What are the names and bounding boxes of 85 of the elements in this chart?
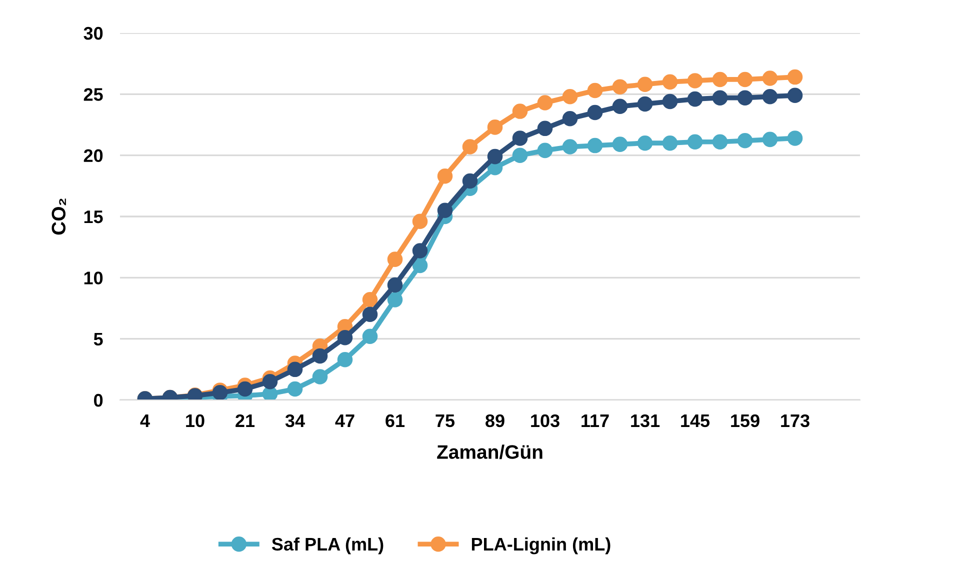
point xyxy=(412,258,428,274)
point xyxy=(337,352,353,368)
y-tick-label: 15 xyxy=(84,210,103,224)
point xyxy=(587,104,603,120)
point xyxy=(587,138,603,154)
point xyxy=(612,136,628,152)
x-tick-label: 4 xyxy=(140,414,150,427)
point xyxy=(737,90,753,106)
point xyxy=(737,72,753,88)
x-tick-label: 145 xyxy=(681,414,710,428)
x-tick-label: 131 xyxy=(631,414,660,428)
point xyxy=(337,330,353,346)
point xyxy=(762,70,778,86)
point xyxy=(462,173,478,189)
point xyxy=(687,134,703,150)
point xyxy=(387,252,403,267)
point xyxy=(237,381,253,397)
x-tick-label: 159 xyxy=(731,414,760,428)
y-tick-label: 5 xyxy=(94,332,103,346)
point xyxy=(787,130,803,146)
point xyxy=(387,292,403,308)
x-tick-label: 47 xyxy=(335,414,354,427)
point xyxy=(487,120,503,135)
point xyxy=(637,96,653,112)
x-tick-label: 10 xyxy=(186,414,204,428)
point xyxy=(387,277,403,293)
point xyxy=(487,148,503,164)
point xyxy=(512,148,528,163)
point xyxy=(787,69,803,85)
point xyxy=(312,369,328,384)
point xyxy=(362,328,378,344)
point xyxy=(662,135,678,151)
y-tick-label: 20 xyxy=(84,149,103,162)
point xyxy=(437,202,453,218)
point xyxy=(787,88,803,104)
point xyxy=(712,72,728,88)
point xyxy=(737,133,753,148)
point xyxy=(687,91,703,107)
x-tick-label: 75 xyxy=(436,414,455,428)
point xyxy=(512,104,528,119)
point xyxy=(612,98,628,114)
point xyxy=(262,374,278,390)
point xyxy=(537,142,553,158)
point xyxy=(662,94,678,110)
point xyxy=(712,134,728,150)
y-tick-label: 10 xyxy=(84,272,103,284)
point xyxy=(412,243,428,258)
y-tick-label: 30 xyxy=(84,26,103,40)
point xyxy=(512,130,528,146)
point xyxy=(637,135,653,151)
point xyxy=(362,306,378,322)
legend-label: Saf PLA (mL) xyxy=(272,537,384,554)
point xyxy=(462,139,478,154)
point xyxy=(537,120,553,136)
point xyxy=(687,73,703,88)
point xyxy=(362,292,378,308)
point xyxy=(437,168,453,184)
point xyxy=(412,214,428,230)
point xyxy=(587,82,603,98)
x-tick-label: 117 xyxy=(582,414,609,427)
x-tick-label: 21 xyxy=(236,414,255,427)
x-tick-label: 173 xyxy=(781,414,810,428)
y-tick-label: 0 xyxy=(94,394,103,407)
point xyxy=(662,74,678,90)
legend-label: PLA-Lignin (mL) xyxy=(472,537,610,554)
point xyxy=(637,76,653,92)
point xyxy=(762,88,778,104)
point xyxy=(262,386,278,400)
x-axis-title: Zaman/Gün xyxy=(437,444,542,460)
x-tick-label: 61 xyxy=(386,414,405,428)
point xyxy=(287,362,303,378)
y-tick-label: 25 xyxy=(84,88,103,101)
x-tick-label: 103 xyxy=(531,414,560,428)
point xyxy=(537,95,553,110)
point xyxy=(562,88,578,104)
point xyxy=(712,90,728,106)
point xyxy=(562,139,578,154)
point xyxy=(612,79,628,94)
point xyxy=(762,132,778,148)
point xyxy=(562,110,578,126)
x-tick-label: 34 xyxy=(285,414,305,428)
x-tick-label: 89 xyxy=(486,414,504,428)
point xyxy=(312,348,328,364)
point xyxy=(287,381,303,397)
y-axis-title: CO₂ xyxy=(52,198,66,235)
